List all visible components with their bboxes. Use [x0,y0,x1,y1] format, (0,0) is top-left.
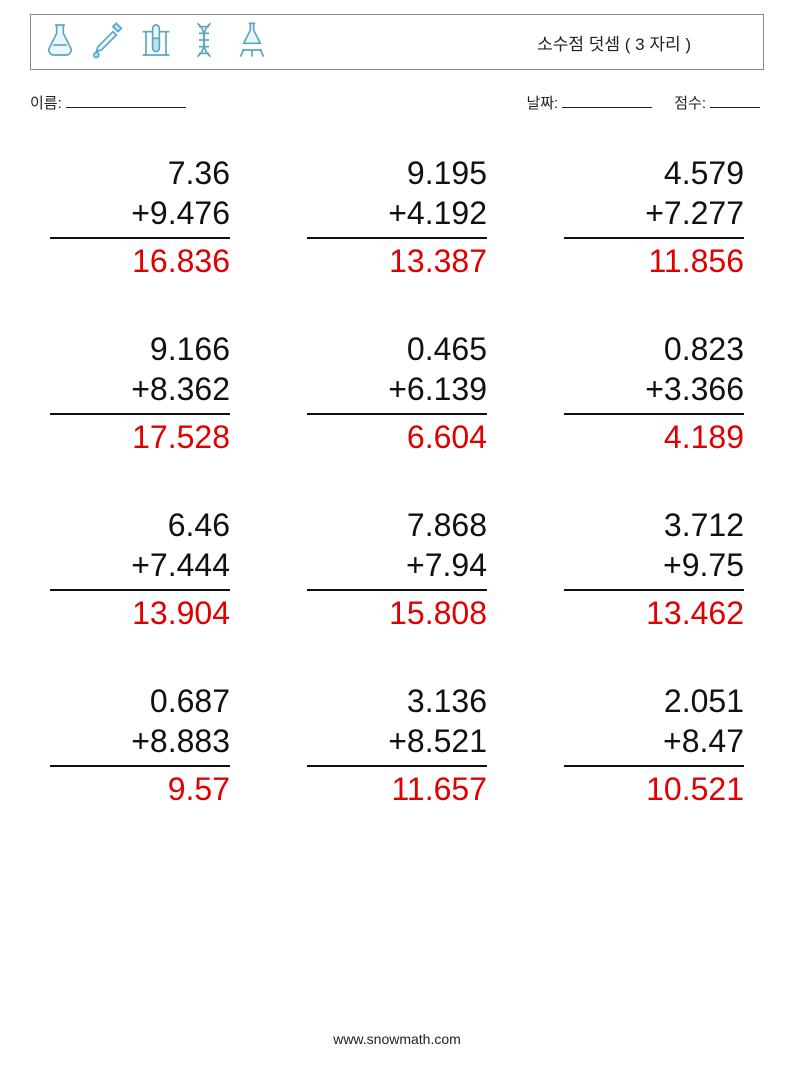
answer: 13.387 [307,241,487,281]
test-tube-rack-icon [139,20,173,65]
dropper-icon [91,20,125,65]
problem-bar [564,589,744,591]
operand-b: +8.47 [564,721,744,761]
problem-row: 7.36+9.476 16.836 9.195+4.192 13.387 4.579+7… [50,153,744,281]
worksheet-title: 소수점 덧셈 ( 3 자리 ) [537,30,691,55]
answer: 11.657 [307,769,487,809]
answer: 9.57 [50,769,230,809]
operand-a: 0.465 [307,329,487,369]
problem-bar [307,237,487,239]
problem: 7.868+7.94 15.808 [307,505,487,633]
problem-bar [50,589,230,591]
answer: 16.836 [50,241,230,281]
burner-flask-icon [235,20,269,65]
problem-bar [307,765,487,767]
problem-bar [307,413,487,415]
problem: 6.46+7.444 13.904 [50,505,230,633]
operand-b: +3.366 [564,369,744,409]
problem: 3.136+8.521 11.657 [307,681,487,809]
problem-bar [50,413,230,415]
problem: 0.687+8.883 9.57 [50,681,230,809]
answer: 15.808 [307,593,487,633]
flask-icon [43,20,77,65]
date-blank[interactable] [562,107,652,108]
operand-a: 7.868 [307,505,487,545]
problems-grid: 7.36+9.47616.8369.195+4.19213.3874.579+7… [50,153,744,809]
problem: 7.36+9.476 16.836 [50,153,230,281]
operand-a: 0.823 [564,329,744,369]
date-label: 날짜: [526,92,558,113]
operand-a: 7.36 [50,153,230,193]
name-field: 이름: [30,92,190,113]
problem: 0.465+6.139 6.604 [307,329,487,457]
name-blank[interactable] [66,107,186,108]
operand-b: +9.75 [564,545,744,585]
header-box: 소수점 덧셈 ( 3 자리 ) [30,14,764,70]
operand-b: +8.883 [50,721,230,761]
meta-row: 이름: 날짜: 점수: [30,92,764,113]
problem: 0.823+3.366 4.189 [564,329,744,457]
problem-bar [564,413,744,415]
footer-url: www.snowmath.com [0,1031,794,1047]
operand-b: +7.94 [307,545,487,585]
problem: 9.166+8.362 17.528 [50,329,230,457]
problem-bar [50,765,230,767]
operand-a: 3.712 [564,505,744,545]
score-label: 점수: [674,92,706,113]
operand-b: +6.139 [307,369,487,409]
operand-a: 4.579 [564,153,744,193]
problem: 2.051+8.47 10.521 [564,681,744,809]
problem-row: 9.166+8.362 17.528 0.465+6.139 6.604 0.823+3… [50,329,744,457]
problem-bar [564,765,744,767]
operand-a: 0.687 [50,681,230,721]
operand-b: +8.521 [307,721,487,761]
problem-bar [307,589,487,591]
answer: 6.604 [307,417,487,457]
operand-a: 3.136 [307,681,487,721]
answer: 13.904 [50,593,230,633]
answer: 13.462 [564,593,744,633]
operand-a: 2.051 [564,681,744,721]
operand-b: +7.277 [564,193,744,233]
header-icons [43,20,269,65]
operand-a: 6.46 [50,505,230,545]
operand-b: +7.444 [50,545,230,585]
problem: 3.712+9.75 13.462 [564,505,744,633]
operand-a: 9.166 [50,329,230,369]
dna-icon [187,20,221,65]
score-blank[interactable] [710,107,760,108]
problem: 9.195+4.192 13.387 [307,153,487,281]
problem-row: 6.46+7.444 13.904 7.868+7.94 15.808 3.712+9.… [50,505,744,633]
name-label: 이름: [30,92,62,113]
answer: 4.189 [564,417,744,457]
problem-bar [564,237,744,239]
answer: 10.521 [564,769,744,809]
operand-a: 9.195 [307,153,487,193]
operand-b: +4.192 [307,193,487,233]
operand-b: +8.362 [50,369,230,409]
operand-b: +9.476 [50,193,230,233]
problem-bar [50,237,230,239]
problem: 4.579+7.277 11.856 [564,153,744,281]
problem-row: 0.687+8.883 9.57 3.136+8.521 11.657 2.051+8.… [50,681,744,809]
answer: 11.856 [564,241,744,281]
answer: 17.528 [50,417,230,457]
